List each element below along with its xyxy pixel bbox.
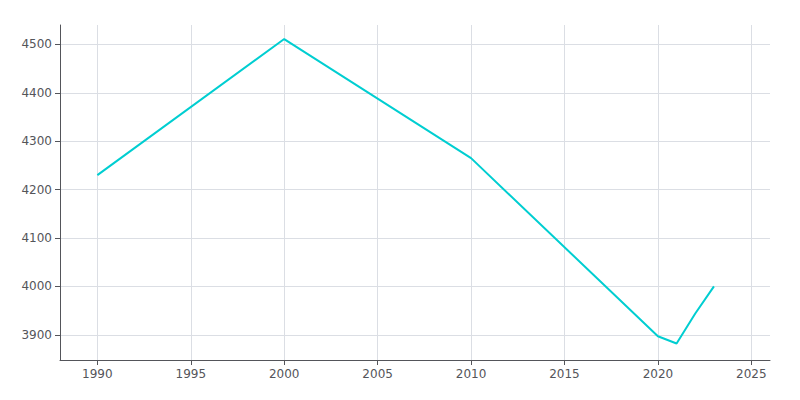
svg-text:2020: 2020 <box>643 367 674 381</box>
svg-text:3900: 3900 <box>21 328 52 342</box>
svg-text:2015: 2015 <box>549 367 580 381</box>
svg-text:2005: 2005 <box>362 367 393 381</box>
svg-text:1995: 1995 <box>176 367 207 381</box>
svg-text:1990: 1990 <box>82 367 113 381</box>
svg-text:4000: 4000 <box>21 279 52 293</box>
svg-text:4100: 4100 <box>21 231 52 245</box>
svg-text:4500: 4500 <box>21 37 52 51</box>
svg-text:2000: 2000 <box>269 367 300 381</box>
svg-text:4300: 4300 <box>21 134 52 148</box>
svg-text:4400: 4400 <box>21 86 52 100</box>
svg-text:2010: 2010 <box>456 367 487 381</box>
svg-text:2025: 2025 <box>736 367 767 381</box>
svg-text:4200: 4200 <box>21 183 52 197</box>
